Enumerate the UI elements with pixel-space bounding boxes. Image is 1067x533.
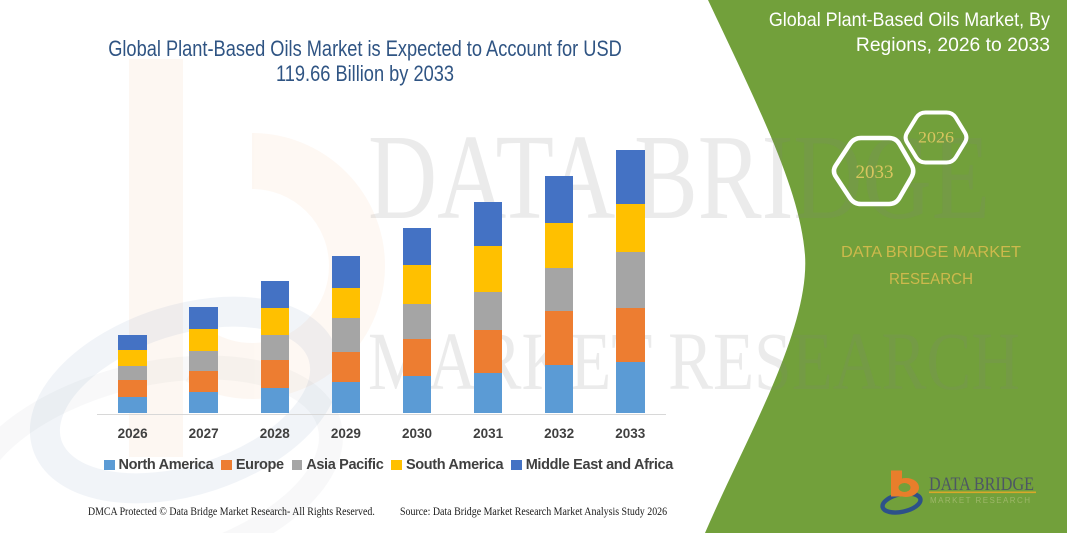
bar-segment-2029-north-america [331, 382, 361, 413]
legend-swatch [291, 459, 303, 471]
bar-segment-2027-south-america [189, 329, 218, 351]
bar-segment-2031-europe [473, 330, 503, 373]
bar-segment-2026-north-america [118, 397, 147, 413]
bar-segment-2030-europe [402, 339, 432, 376]
x-tick-2027: 2027 [188, 426, 219, 441]
legend-label: North America [118, 457, 214, 473]
bar-segment-2029-middle-east-and-africa [331, 256, 361, 288]
x-axis-line [97, 413, 666, 415]
bar-segment-2027-middle-east-and-africa [189, 307, 218, 329]
brand-line1: DATA BRIDGE MARKET [841, 244, 1022, 261]
panel-title: Global Plant-Based Oils Market, By Regio… [572, 8, 1050, 58]
x-tick-2028: 2028 [259, 426, 290, 441]
legend-item-south-america: South America [391, 457, 504, 473]
footer-dmca: DMCA Protected © Data Bridge Market Rese… [88, 505, 375, 518]
bar-segment-2033-south-america [616, 204, 645, 252]
x-tick-2030: 2030 [401, 426, 433, 441]
bar-segment-2026-south-america [118, 350, 147, 366]
bar-segment-2026-asia-pacific [118, 366, 147, 380]
hexagon-2026-label: 2026 [918, 130, 954, 147]
panel-title-line2: Regions, 2026 to 2033 [855, 34, 1050, 56]
chart-title: Global Plant-Based Oils Market is Expect… [0, 36, 742, 86]
x-tick-2031: 2031 [473, 426, 504, 441]
legend-swatch [511, 459, 522, 471]
chart-legend: North America Europe Asia Pacific South Ame… [104, 457, 673, 473]
x-tick-2029: 2029 [330, 426, 361, 441]
bar-segment-2028-europe [260, 360, 290, 388]
logo-name: DATA BRIDGE [929, 474, 1034, 495]
bar-segment-2029-asia-pacific [331, 318, 361, 352]
bar-segment-2028-south-america [260, 308, 290, 335]
watermark-line1: DATA BRIDGE [368, 110, 990, 245]
bar-segment-2027-north-america [189, 392, 218, 413]
bar-segment-2031-south-america [473, 246, 503, 292]
legend-label: Middle East and Africa [525, 457, 674, 473]
legend-item-asia-pacific: Asia Pacific [291, 457, 384, 473]
legend-swatch [104, 459, 115, 471]
logo-mark [880, 470, 923, 515]
bar-segment-2033-north-america [616, 362, 645, 413]
hexagon-2033 [831, 135, 916, 207]
footer-source: Source: Data Bridge Market Research Mark… [400, 505, 668, 518]
legend-swatch [221, 459, 232, 471]
bar-segment-2032-middle-east-and-africa [544, 176, 574, 223]
bar-segment-2026-europe [118, 380, 147, 397]
hexagon-2026 [903, 110, 969, 165]
bar-segment-2033-asia-pacific [616, 252, 645, 308]
x-tick-2033: 2033 [615, 426, 646, 441]
legend-label: South America [405, 457, 504, 473]
bar-segment-2028-north-america [260, 388, 290, 413]
logo-underline [929, 491, 1036, 494]
bar-segment-2033-middle-east-and-africa [616, 150, 645, 204]
bar-segment-2029-europe [331, 352, 361, 382]
legend-item-europe: Europe [221, 457, 284, 473]
bar-segment-2030-middle-east-and-africa [402, 228, 432, 265]
legend-label: Asia Pacific [306, 457, 384, 473]
brand-line2: RESEARCH [889, 271, 973, 288]
bar-segment-2031-asia-pacific [473, 292, 503, 330]
bar-segment-2028-middle-east-and-africa [260, 281, 290, 308]
watermark-swoosh [29, 296, 341, 504]
bar-segment-2030-asia-pacific [402, 304, 432, 339]
chart-title-line1: Global Plant-Based Oils Market is Expect… [108, 36, 622, 61]
hexagon-2033-label: 2033 [856, 162, 894, 183]
legend-label: Europe [235, 457, 284, 473]
bar-segment-2031-middle-east-and-africa [473, 202, 503, 246]
bar-segment-2032-south-america [544, 223, 574, 268]
bar-segment-2026-middle-east-and-africa [118, 335, 147, 350]
chart-title-line2: 119.66 Billion by 2033 [276, 61, 454, 86]
legend-item-middle-east-and-africa: Middle East and Africa [511, 457, 673, 473]
bar-segment-2031-north-america [473, 373, 503, 413]
bar-segment-2027-asia-pacific [189, 351, 218, 371]
bar-segment-2032-north-america [544, 365, 574, 413]
bar-segment-2030-north-america [402, 376, 432, 413]
panel-title-line1: Global Plant-Based Oils Market, By [768, 9, 1050, 31]
bar-segment-2032-europe [544, 311, 574, 365]
bar-segment-2028-asia-pacific [260, 335, 290, 360]
bar-segment-2033-europe [616, 308, 645, 362]
legend-swatch [391, 459, 402, 471]
bar-segment-2027-europe [189, 371, 218, 392]
bar-segment-2029-south-america [331, 288, 361, 318]
bar-segment-2032-asia-pacific [544, 268, 574, 311]
x-tick-2026: 2026 [117, 426, 148, 441]
legend-item-north-america: North America [104, 457, 214, 473]
x-tick-2032: 2032 [544, 426, 575, 441]
bar-segment-2030-south-america [402, 265, 432, 304]
logo-tagline: MARKET RESEARCH [930, 496, 1034, 505]
